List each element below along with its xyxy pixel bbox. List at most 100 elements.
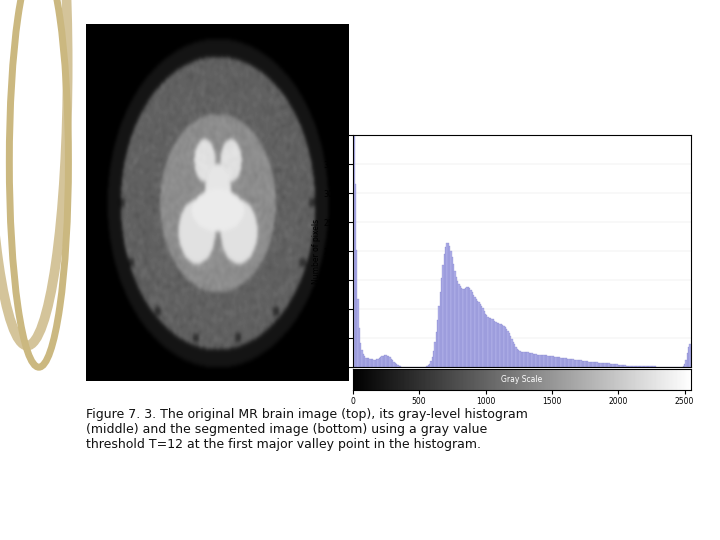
Bar bbox=[505, 327, 506, 367]
Bar bbox=[426, 366, 428, 367]
Bar bbox=[645, 366, 647, 367]
Bar bbox=[486, 315, 487, 367]
Bar bbox=[563, 358, 564, 367]
Bar bbox=[635, 366, 636, 367]
Bar bbox=[498, 323, 500, 367]
Bar bbox=[355, 184, 356, 367]
Bar bbox=[497, 322, 498, 367]
Bar bbox=[502, 325, 503, 367]
Bar bbox=[642, 366, 643, 367]
Bar bbox=[683, 366, 684, 367]
Bar bbox=[687, 353, 688, 367]
Bar bbox=[611, 364, 612, 367]
Bar bbox=[357, 299, 359, 367]
Bar bbox=[480, 303, 481, 367]
Bar bbox=[517, 349, 518, 367]
Bar bbox=[530, 353, 531, 367]
Bar bbox=[500, 324, 501, 367]
Bar bbox=[397, 365, 399, 367]
Bar bbox=[558, 357, 559, 367]
Bar bbox=[570, 359, 571, 367]
Bar bbox=[640, 366, 642, 367]
Bar bbox=[352, 135, 354, 367]
Bar bbox=[462, 289, 464, 367]
Bar bbox=[602, 363, 603, 367]
Bar bbox=[613, 364, 615, 367]
Bar bbox=[475, 299, 477, 367]
Bar bbox=[428, 366, 429, 367]
Bar bbox=[399, 366, 400, 367]
Bar bbox=[610, 363, 611, 367]
Bar bbox=[590, 362, 591, 367]
Bar bbox=[591, 362, 593, 367]
Bar bbox=[382, 356, 384, 367]
Bar bbox=[527, 352, 528, 367]
Bar bbox=[566, 359, 567, 367]
Bar bbox=[363, 354, 364, 367]
Bar bbox=[522, 352, 523, 367]
Bar bbox=[647, 366, 648, 367]
Bar bbox=[549, 356, 550, 367]
Bar bbox=[604, 363, 606, 367]
Bar bbox=[636, 366, 637, 367]
Bar bbox=[649, 366, 651, 367]
Bar bbox=[434, 342, 436, 367]
Bar bbox=[438, 306, 440, 367]
Bar bbox=[523, 352, 525, 367]
Bar bbox=[392, 360, 393, 367]
Bar bbox=[503, 326, 505, 367]
Bar bbox=[388, 356, 390, 367]
Bar bbox=[535, 354, 536, 367]
Bar bbox=[445, 247, 446, 367]
Bar bbox=[521, 352, 522, 367]
Bar bbox=[632, 366, 634, 367]
Bar bbox=[575, 360, 577, 367]
Bar bbox=[371, 359, 372, 367]
Bar bbox=[627, 366, 628, 367]
Bar bbox=[550, 356, 552, 367]
Bar bbox=[612, 364, 613, 367]
Bar bbox=[569, 359, 570, 367]
Bar bbox=[525, 352, 526, 367]
Bar bbox=[684, 364, 685, 367]
Bar bbox=[629, 366, 631, 367]
Bar bbox=[552, 356, 554, 367]
Bar bbox=[557, 357, 558, 367]
Bar bbox=[544, 355, 546, 367]
Bar bbox=[380, 357, 382, 367]
Bar bbox=[547, 355, 549, 367]
Bar bbox=[359, 328, 360, 367]
Bar bbox=[467, 287, 469, 367]
Bar bbox=[588, 362, 590, 367]
Bar bbox=[528, 353, 530, 367]
Bar bbox=[433, 351, 434, 367]
Bar bbox=[506, 329, 508, 367]
Bar bbox=[451, 257, 453, 367]
Bar bbox=[472, 292, 473, 367]
Bar bbox=[374, 360, 376, 367]
Y-axis label: Number of pixels: Number of pixels bbox=[312, 219, 321, 284]
Bar bbox=[454, 272, 456, 367]
Bar bbox=[494, 321, 495, 367]
Text: Figure 7. 3. The original MR brain image (top), its gray-level histogram
(middle: Figure 7. 3. The original MR brain image… bbox=[86, 408, 528, 451]
Bar bbox=[516, 347, 517, 367]
Bar bbox=[596, 362, 598, 367]
Bar bbox=[465, 288, 467, 367]
Bar bbox=[595, 362, 596, 367]
Bar bbox=[639, 366, 640, 367]
Bar bbox=[559, 357, 560, 367]
Bar bbox=[583, 361, 585, 367]
Bar bbox=[429, 364, 431, 367]
Bar bbox=[619, 364, 620, 367]
Bar bbox=[572, 360, 574, 367]
Bar bbox=[518, 350, 519, 367]
Bar bbox=[688, 347, 689, 367]
Bar bbox=[385, 355, 387, 367]
Bar bbox=[567, 359, 569, 367]
Bar bbox=[685, 360, 687, 367]
Bar bbox=[531, 354, 533, 367]
Bar bbox=[616, 364, 618, 367]
Bar bbox=[464, 289, 465, 367]
Bar bbox=[395, 363, 396, 367]
Bar bbox=[441, 278, 442, 367]
